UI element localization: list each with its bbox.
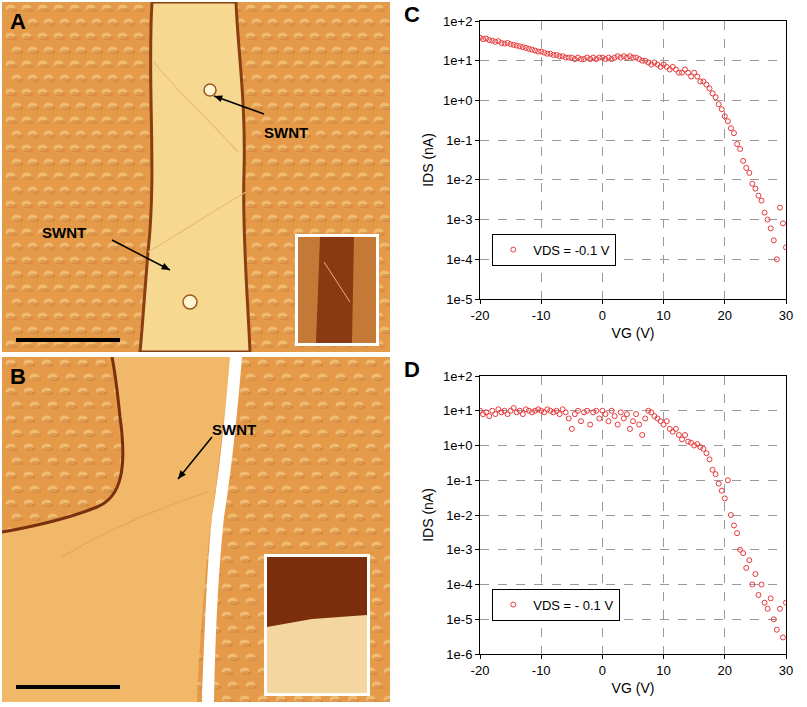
svg-text:SWNT: SWNT (264, 124, 308, 141)
svg-text:1e+0: 1e+0 (443, 93, 472, 108)
svg-text:1e-1: 1e-1 (446, 473, 472, 488)
svg-text:SWNT: SWNT (42, 224, 86, 241)
svg-text:IDS (nA): IDS (nA) (420, 133, 436, 187)
svg-text:IDS (nA): IDS (nA) (420, 488, 436, 542)
svg-text:-20: -20 (471, 663, 490, 678)
svg-text:1e+2: 1e+2 (443, 14, 472, 29)
svg-text:1e+1: 1e+1 (443, 53, 472, 68)
svg-text:1e-5: 1e-5 (446, 292, 472, 307)
svg-text:1e-2: 1e-2 (446, 172, 472, 187)
svg-text:VDS = - 0.1 V: VDS = - 0.1 V (533, 598, 613, 613)
svg-text:1e-3: 1e-3 (446, 542, 472, 557)
svg-text:VG (V): VG (V) (612, 325, 655, 341)
svg-text:30: 30 (779, 308, 793, 323)
svg-text:-10: -10 (532, 663, 551, 678)
svg-text:10: 10 (656, 308, 670, 323)
svg-text:VG (V): VG (V) (612, 680, 655, 696)
svg-text:1e-6: 1e-6 (446, 647, 472, 662)
svg-text:1e+2: 1e+2 (443, 369, 472, 384)
svg-text:1e-5: 1e-5 (446, 612, 472, 627)
svg-text:20: 20 (718, 308, 732, 323)
html-text:C: C (404, 2, 420, 27)
svg-text:0: 0 (599, 308, 606, 323)
svg-text:-20: -20 (471, 308, 490, 323)
svg-text:0: 0 (599, 663, 606, 678)
svg-text:A: A (10, 9, 26, 34)
svg-text:-10: -10 (532, 308, 551, 323)
svg-text:20: 20 (718, 663, 732, 678)
html-text:D: D (404, 357, 420, 382)
svg-text:1e+0: 1e+0 (443, 438, 472, 453)
svg-text:B: B (10, 364, 26, 389)
svg-text:1e-2: 1e-2 (446, 508, 472, 523)
svg-text:1e-4: 1e-4 (446, 252, 472, 267)
svg-text:VDS = -0.1 V: VDS = -0.1 V (533, 243, 610, 258)
svg-text:1e-4: 1e-4 (446, 577, 472, 592)
svg-text:1e-1: 1e-1 (446, 133, 472, 148)
svg-text:10: 10 (656, 663, 670, 678)
svg-text:30: 30 (779, 663, 793, 678)
svg-text:1e+1: 1e+1 (443, 403, 472, 418)
svg-text:1e-3: 1e-3 (446, 212, 472, 227)
svg-text:SWNT: SWNT (212, 421, 256, 438)
